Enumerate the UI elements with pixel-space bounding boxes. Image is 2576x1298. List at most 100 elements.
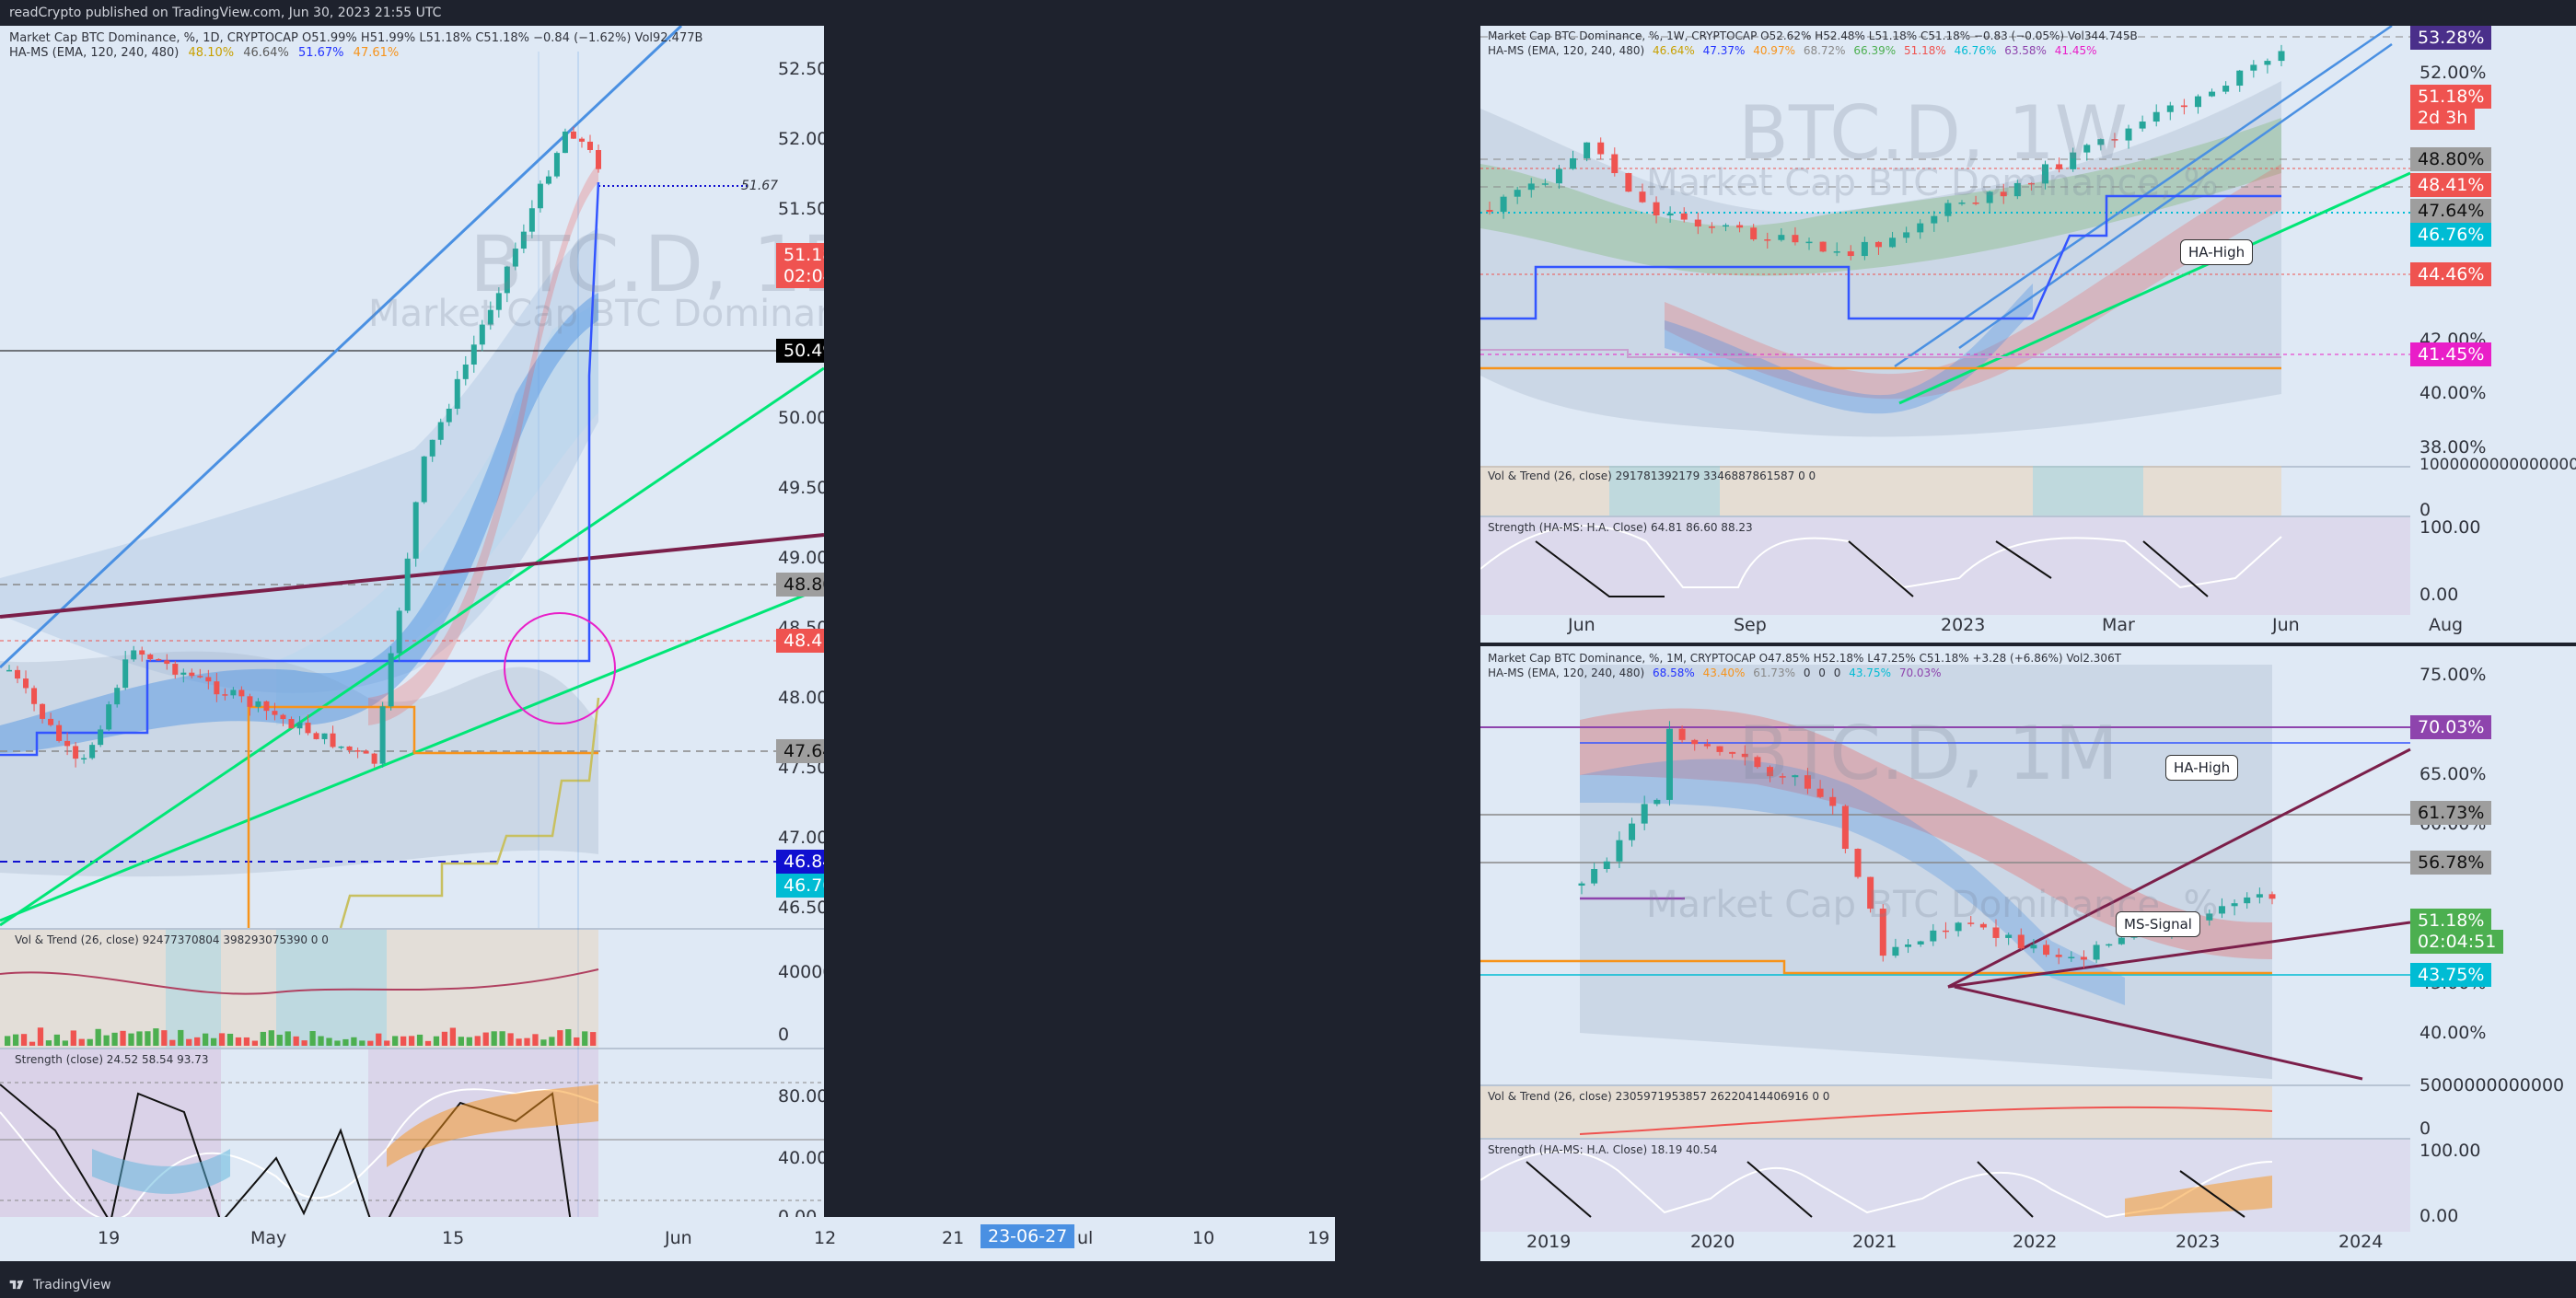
candle-body (2055, 955, 2062, 957)
candle-body (2206, 913, 2213, 921)
candle-body (2139, 122, 2146, 129)
volume-bar (5, 1036, 11, 1046)
daily-chart-panel[interactable]: Market Cap BTC Dominance, %, 1D, CRYPTOC… (0, 26, 824, 1261)
level-tag-gray: 48.80% (776, 573, 824, 597)
daily-x-axis-strip[interactable]: 19 May 15 Jun 12 21 23-06-27 ul 10 19 (0, 1217, 1335, 1261)
candle-body (1986, 191, 1993, 203)
candle-body (495, 293, 502, 310)
date-tick: Jun (2272, 615, 2300, 635)
monthly-chart-canvas[interactable] (1480, 646, 2576, 1261)
candle-body (1805, 241, 1813, 244)
weekly-chart-panel[interactable]: Market Cap BTC Dominance, %, 1W, CRYPTOC… (1480, 26, 2576, 643)
level-tag-cyan: 46.76% (776, 874, 824, 898)
candle-body (1942, 930, 1949, 933)
footer-bar: TradingView (0, 1272, 2576, 1298)
hams-value: 51.67% (297, 46, 344, 60)
candle-body (2264, 61, 2271, 65)
countdown-tag: 02:04:51 (776, 264, 824, 288)
strength-tick: 40.00 (778, 1148, 824, 1168)
volume-bar (120, 1030, 126, 1046)
candle-body (122, 659, 129, 689)
date-tick: 15 (442, 1228, 465, 1248)
level-tag-cyan: 46.76% (2410, 223, 2492, 247)
candle-body (479, 324, 485, 345)
daily-chart-canvas[interactable] (0, 26, 824, 1261)
candle-body (1892, 946, 1899, 956)
price-tick: 49.00% (778, 548, 824, 568)
volume-bar (359, 1040, 366, 1046)
level-tag-gray: 47.64% (2410, 199, 2492, 223)
dotted-line-label: 51.67 (741, 179, 779, 193)
candle-body (512, 249, 518, 267)
candle-body (2125, 128, 2132, 141)
strength-tick: 100.00 (2419, 1141, 2481, 1161)
date-tick: May (250, 1228, 287, 1248)
candle-body (429, 439, 435, 457)
candle-body (1629, 823, 1636, 840)
candle-body (2166, 105, 2174, 112)
volume-bar (482, 1032, 489, 1046)
price-tick: 47.00% (778, 828, 824, 848)
candle-body (305, 723, 311, 734)
candle-body (147, 655, 154, 659)
vol-tick: 1000000000000000 (2419, 456, 2576, 474)
level-tag-gray: 61.73% (2410, 801, 2492, 825)
volume-bar (334, 1040, 341, 1046)
price-tick: 48.00% (778, 688, 824, 708)
hams-value: 43.75% (1849, 666, 1891, 679)
monthly-chart-panel[interactable]: Market Cap BTC Dominance, %, 1M, CRYPTOC… (1480, 646, 2576, 1261)
candle-body (1741, 753, 1748, 758)
candle-body (1616, 840, 1623, 862)
volume-bar (565, 1028, 572, 1046)
candle-body (1903, 232, 1910, 238)
candle-body (1847, 251, 1854, 257)
candle-body (330, 733, 336, 748)
weekly-watermark-name: Market Cap BTC Dominance, % (1646, 162, 2219, 204)
monthly-legend-hams: HA-MS (EMA, 120, 240, 480) 68.58% 43.40%… (1488, 666, 1942, 679)
candle-body (2017, 934, 2025, 949)
volume-bar (466, 1037, 472, 1046)
candle-body (2194, 96, 2201, 108)
candle-body (1972, 203, 1979, 204)
candle-body (1841, 805, 1849, 850)
hams-value: 46.76% (1954, 44, 1997, 57)
volume-bar (251, 1040, 259, 1046)
candle-body (1514, 190, 1521, 197)
date-tick: 2021 (1852, 1232, 1897, 1252)
price-tick: 51.50% (778, 199, 824, 219)
hams-value: 47.37% (1702, 44, 1746, 57)
candle-body (1527, 183, 1535, 191)
price-tick: 46.50% (778, 898, 824, 918)
level-tag-red: 48.41% (2410, 173, 2492, 197)
candle-body (1641, 804, 1648, 824)
candle-body (1716, 746, 1723, 752)
volume-bar (95, 1028, 101, 1046)
volume-bar (153, 1028, 159, 1046)
weekly-chart-canvas[interactable] (1480, 26, 2576, 643)
candle-body (230, 690, 237, 696)
daily-watermark-symbol: BTC.D, 1D (470, 219, 824, 309)
candle-body (1958, 203, 1966, 204)
hams-value: 66.39% (1853, 44, 1897, 57)
hams-value: 70.03% (1898, 666, 1942, 679)
volume-bar (376, 1033, 382, 1046)
candle-body (1930, 930, 1937, 942)
candle-body (1736, 225, 1744, 228)
candle-body (1570, 157, 1577, 169)
volume-bar (186, 1038, 192, 1046)
daily-volume-bars (5, 1027, 597, 1046)
daily-vol-legend: Vol & Trend (26, close) 92477370804 3982… (15, 933, 329, 946)
volume-bar (424, 1040, 432, 1046)
candle-body (586, 141, 593, 150)
candle-body (470, 344, 477, 365)
candle-body (15, 669, 21, 679)
candle-body (354, 750, 361, 752)
date-tick: 2020 (1690, 1232, 1735, 1252)
price-tick: 38.00% (2419, 437, 2487, 458)
date-tick: 12 (814, 1228, 837, 1248)
candle-body (446, 408, 452, 423)
price-tick: 40.00% (2419, 1023, 2487, 1043)
candle-body (131, 650, 137, 660)
vol-tick: 0 (2419, 1118, 2431, 1139)
hams-label: HA-MS (EMA, 120, 240, 480) (9, 46, 180, 60)
